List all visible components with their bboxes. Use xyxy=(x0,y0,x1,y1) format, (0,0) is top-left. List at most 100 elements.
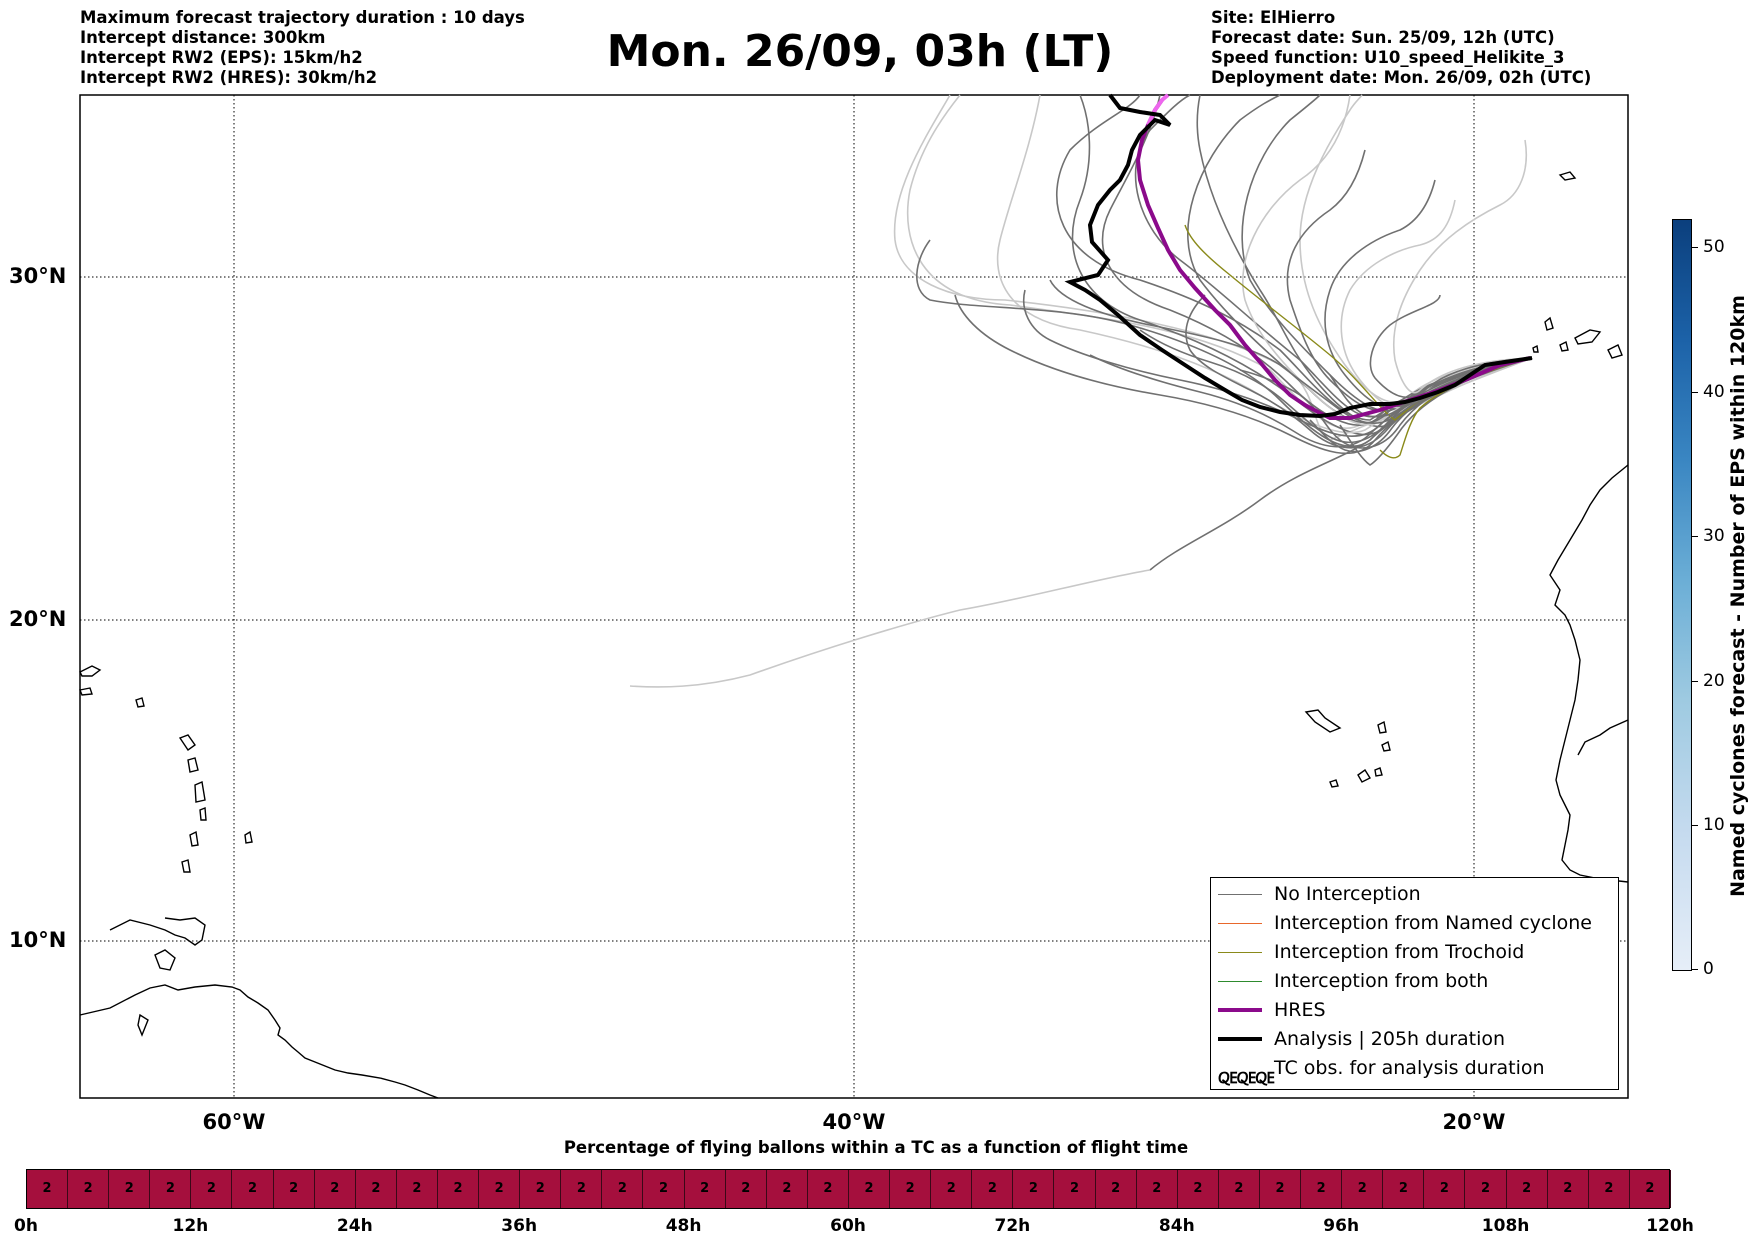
ensemble-trajectory xyxy=(916,239,1533,448)
legend-item-no-interception: No Interception xyxy=(1211,882,1618,908)
cape-verde-islet xyxy=(1377,720,1387,734)
colorbar-tick xyxy=(1692,825,1698,826)
colorbar-tick xyxy=(1692,536,1698,537)
africa-coast xyxy=(1549,464,1629,883)
bahamas-islet xyxy=(79,687,93,696)
percentage-cell: 2 xyxy=(1137,1170,1178,1208)
canary-island-2 xyxy=(1574,329,1602,345)
caribbean-island xyxy=(154,949,176,971)
tc-symbol-icon: 🜀🜀🜀 xyxy=(1218,1068,1275,1088)
percentage-bar-tick-label: 36h xyxy=(501,1216,538,1236)
lon-label-40w: 40°W xyxy=(822,1110,886,1134)
percentage-bar-tick-label: 72h xyxy=(994,1216,1031,1236)
caribbean-coast xyxy=(109,917,206,946)
percentage-cell: 2 xyxy=(1383,1170,1425,1208)
percentage-cell: 2 xyxy=(1055,1170,1096,1208)
percentage-cell: 2 xyxy=(274,1170,315,1208)
info-line-forecast-date: Forecast date: Sun. 25/09, 12h (UTC) xyxy=(1211,28,1555,47)
legend-item-tc-obs: 🜀🜀🜀 TC obs. for analysis duration xyxy=(1211,1056,1618,1088)
colorbar-label-20: 20 xyxy=(1703,671,1725,691)
percentage-cell: 2 xyxy=(1096,1170,1137,1208)
hres-trajectory-light xyxy=(1146,93,1170,126)
legend-label: TC obs. for analysis duration xyxy=(1274,1057,1545,1079)
info-line-deployment-date: Deployment date: Mon. 26/09, 02h (UTC) xyxy=(1211,68,1592,87)
legend-item-both: Interception from both xyxy=(1211,969,1618,995)
percentage-cell: 2 xyxy=(397,1170,438,1208)
percentage-cell: 2 xyxy=(315,1170,356,1208)
percentage-bar-tick-label: 12h xyxy=(172,1216,209,1236)
lat-label-30: 30°N xyxy=(9,264,67,288)
info-line-speed-function: Speed function: U10_speed_Helikite_3 xyxy=(1211,48,1565,67)
ensemble-trajectory xyxy=(1241,94,1533,412)
colorbar-tick xyxy=(1692,681,1698,682)
percentage-bar-tick-label: 108h xyxy=(1481,1216,1530,1236)
lesser-antilles-2 xyxy=(187,757,199,773)
percentage-cell: 2 xyxy=(191,1170,233,1208)
percentage-bar-tick-label: 96h xyxy=(1323,1216,1360,1236)
percentage-cell: 2 xyxy=(233,1170,274,1208)
percentage-cell: 2 xyxy=(602,1170,644,1208)
colorbar-label-50: 50 xyxy=(1703,237,1725,257)
africa-coast-inlet xyxy=(1577,719,1629,756)
ensemble-trajectory xyxy=(1071,94,1533,436)
percentage-cell: 2 xyxy=(644,1170,685,1208)
percentage-cell: 2 xyxy=(68,1170,110,1208)
madeira-island xyxy=(1558,171,1577,181)
bahamas-island xyxy=(79,665,102,677)
canary-island-3 xyxy=(1544,316,1554,331)
percentage-cell: 2 xyxy=(1466,1170,1507,1208)
legend-label: Interception from Named cyclone xyxy=(1274,912,1592,934)
colorbar-tick xyxy=(1692,247,1698,248)
el-hierro-island xyxy=(1532,344,1539,353)
legend-label: HRES xyxy=(1274,999,1326,1021)
percentage-cell: 2 xyxy=(1507,1170,1548,1208)
lat-label-20: 20°N xyxy=(9,607,67,631)
legend-swatch-olive xyxy=(1218,952,1262,953)
forecast-parameters: Maximum forecast trajectory duration : 1… xyxy=(80,8,525,88)
map-legend: No Interception Interception from Named … xyxy=(1210,877,1619,1090)
analysis-trajectory xyxy=(1064,93,1533,419)
legend-item-analysis: Analysis | 205h duration xyxy=(1211,1027,1618,1053)
percentage-bar-tick-label: 60h xyxy=(830,1216,866,1236)
ensemble-trajectory xyxy=(1329,357,1533,418)
ensemble-trajectory xyxy=(629,569,1151,688)
percentage-cell: 2 xyxy=(479,1170,521,1208)
percentage-cell: 2 xyxy=(356,1170,397,1208)
lesser-antilles-6 xyxy=(181,859,191,873)
colorbar-label-40: 40 xyxy=(1703,382,1725,402)
percentage-cell: 2 xyxy=(1424,1170,1466,1208)
info-line-site: Site: ElHierro xyxy=(1211,8,1336,27)
legend-swatch-green xyxy=(1218,981,1262,982)
legend-swatch-gray xyxy=(1218,894,1262,895)
lat-label-10: 10°N xyxy=(9,928,67,952)
legend-item-named-cyclone: Interception from Named cyclone xyxy=(1211,911,1618,937)
ensemble-trajectory xyxy=(893,94,1533,441)
lesser-antilles-1 xyxy=(178,734,196,751)
canary-island-1 xyxy=(1607,344,1623,359)
colorbar-tick xyxy=(1692,969,1698,970)
percentage-cell: 2 xyxy=(972,1170,1014,1208)
colorbar-title: Named cyclones forecast - Number of EPS … xyxy=(1727,295,1749,897)
cape-verde-south xyxy=(1357,768,1372,783)
ensemble-trajectory xyxy=(1392,139,1533,394)
percentage-cell: 2 xyxy=(849,1170,891,1208)
cape-verde-islet-2 xyxy=(1381,740,1391,752)
caribbean-islet xyxy=(137,1013,149,1037)
percentage-cell: 2 xyxy=(1342,1170,1384,1208)
virgin-island xyxy=(135,697,145,708)
legend-item-trochoid: Interception from Trochoid xyxy=(1211,940,1618,966)
legend-swatch-black xyxy=(1218,1037,1262,1041)
percentage-bar-title: Percentage of flying ballons within a TC… xyxy=(563,1138,1189,1157)
lon-label-20w: 20°W xyxy=(1442,1110,1506,1134)
info-line-intercept-distance: Intercept distance: 300km xyxy=(80,28,326,47)
percentage-bar-tick-label: 84h xyxy=(1158,1216,1195,1236)
legend-item-hres: HRES xyxy=(1211,998,1618,1024)
cape-verde-north xyxy=(1304,709,1342,733)
percentage-cell: 2 xyxy=(561,1170,603,1208)
colorbar-tick xyxy=(1692,392,1698,393)
lesser-antilles-4 xyxy=(199,806,207,821)
percentage-cell: 2 xyxy=(520,1170,562,1208)
percentage-cell: 2 xyxy=(27,1170,69,1208)
legend-label: Analysis | 205h duration xyxy=(1274,1028,1506,1050)
